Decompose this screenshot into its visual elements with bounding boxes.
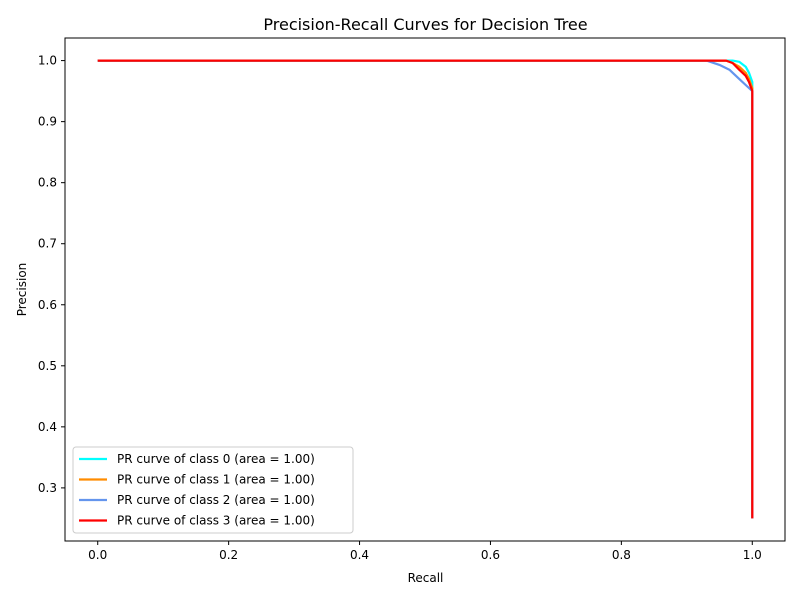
x-tick-label: 0.4 <box>350 548 369 562</box>
legend-label-class-3: PR curve of class 3 (area = 1.00) <box>117 514 315 528</box>
legend-label-class-2: PR curve of class 2 (area = 1.00) <box>117 493 315 507</box>
y-tick-label: 0.4 <box>38 420 57 434</box>
x-axis-label: Recall <box>408 571 444 585</box>
y-tick-label: 0.7 <box>38 237 57 251</box>
x-tick-label: 1.0 <box>743 548 762 562</box>
x-tick-label: 0.8 <box>612 548 631 562</box>
series-lines <box>97 59 754 519</box>
y-tick-label: 0.9 <box>38 115 57 129</box>
legend: PR curve of class 0 (area = 1.00) PR curv… <box>72 446 354 534</box>
legend-label-class-0: PR curve of class 0 (area = 1.00) <box>117 452 315 466</box>
x-axis-ticks: 0.0 0.2 0.4 0.6 0.8 1.0 <box>88 541 762 562</box>
series-line-class-0 <box>97 59 754 519</box>
y-tick-label: 0.6 <box>38 298 57 312</box>
y-tick-label: 1.0 <box>38 54 57 68</box>
y-tick-label: 0.5 <box>38 359 57 373</box>
x-tick-label: 0.2 <box>219 548 238 562</box>
y-tick-label: 0.8 <box>38 176 57 190</box>
x-tick-label: 0.0 <box>88 548 107 562</box>
legend-label-class-1: PR curve of class 1 (area = 1.00) <box>117 473 315 487</box>
plot-frame <box>64 37 786 542</box>
chart-title: Precision-Recall Curves for Decision Tre… <box>263 15 587 34</box>
y-axis-ticks: 0.3 0.4 0.5 0.6 0.7 0.8 0.9 1.0 <box>38 54 65 495</box>
y-tick-label: 0.3 <box>38 481 57 495</box>
legend-box <box>72 446 354 534</box>
series-line-class-3 <box>97 59 754 519</box>
x-tick-label: 0.6 <box>481 548 500 562</box>
y-axis-label: Precision <box>15 263 29 317</box>
